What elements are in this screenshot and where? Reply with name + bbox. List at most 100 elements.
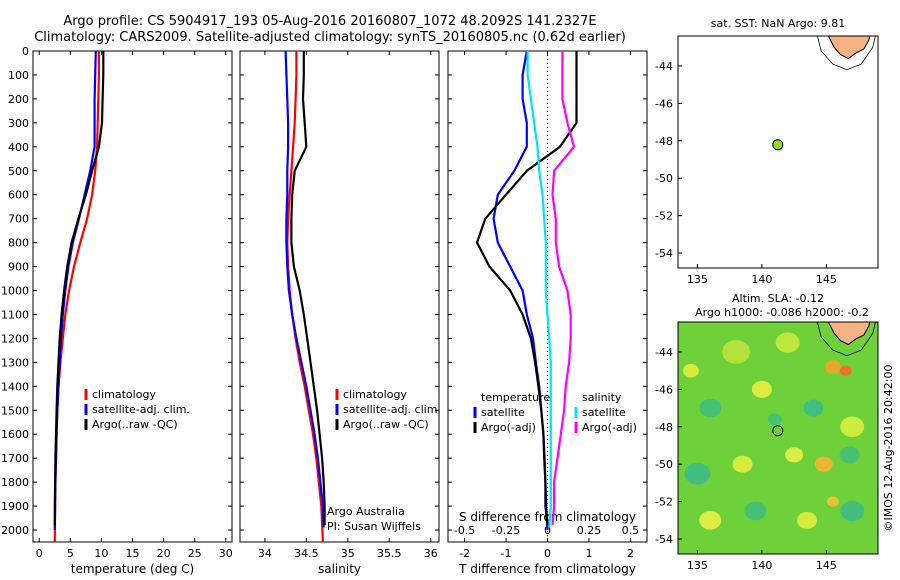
legend-entry: climatology [343,388,407,401]
depth-tick-label: 1900 [1,500,29,513]
plot-frame-differences [447,50,648,543]
x-tick-label: 30 [219,547,233,560]
tasmania-landmass [827,322,871,346]
x-tick-label: 35.5 [377,547,402,560]
lat-tick-label: -44 [655,60,673,73]
legend-entry: climatology [92,388,156,401]
series-line-salinity-satellite [526,51,552,528]
sla-anomaly-patch [732,455,753,473]
map-content [678,322,878,554]
x-tick-label: -1 [501,547,512,560]
sla-anomaly-patch [699,510,722,530]
map-subtitle: Argo h1000: -0.086 h2000: -0.2 [695,306,869,319]
depth-tick-label: 300 [8,117,29,130]
depth-tick-label: 1400 [1,380,29,393]
imos-credit-label: ©IMOS 12-Aug-2016 20:42:00 [882,365,895,532]
sla-anomaly-patch [814,456,833,472]
map-panel-sla_map: -44 -46 -48 -50 -52 -54 135 140 145 Altim. SLA: -… [655,292,895,572]
lat-tick-label: -44 [655,346,673,359]
sla-anomaly-patch [803,399,824,417]
depth-tick-label: 200 [8,93,29,106]
legend-entry: satellite-adj. clim. [92,403,190,416]
depth-tick-label: 900 [8,261,29,274]
sla-anomaly-patch [840,416,865,437]
x-tick-label: -2 [459,547,470,560]
sla-anomaly-patch [785,447,804,463]
annotation-line: PI: Susan Wijffels [327,520,421,533]
legend-entry: satellite [582,406,626,419]
x-tick-label: 34.5 [294,547,319,560]
lon-tick-label: 135 [687,559,708,572]
bathymetry-contour [817,36,876,71]
plot-frame-temperature [32,50,233,543]
top-x-tick-label: 0.25 [577,524,602,537]
legend-entry: Argo(..raw -QC) [343,418,429,431]
depth-tick-label: 700 [8,213,29,226]
map-title-sst_map: sat. SST: NaN Argo: 9.81 [711,17,845,30]
series-line-satellite-adj-clim- [284,50,325,528]
depth-tick-label: 1300 [1,356,29,369]
sst-background [678,36,878,268]
x-tick-label: 36 [424,547,438,560]
top-x-tick-label: -0.25 [492,524,520,537]
x-tick-label: 0 [544,547,551,560]
top-x-tick-label: -0.5 [454,524,475,537]
depth-tick-label: 1600 [1,428,29,441]
lat-tick-label: -48 [655,135,673,148]
x-tick-label: 20 [157,547,171,560]
depth-tick-label: 1200 [1,332,29,345]
sla-anomaly-patch [722,340,751,364]
lon-tick-label: 140 [751,273,772,286]
sla-anomaly-patch [684,462,711,485]
lon-tick-label: 145 [816,273,837,286]
depth-tick-label: 1000 [1,285,29,298]
sla-anomaly-patch [824,360,841,374]
profile-panel-salinity: 34 34.5 35 35.5 36 salinity climatology satelli… [239,50,441,576]
depth-tick-label: 1800 [1,476,29,489]
x-tick-label: 1 [585,547,592,560]
depth-tick-label: 0 [22,45,29,58]
x-axis-label-salinity: salinity [318,562,361,576]
bathymetry-contour [817,322,876,357]
sla-anomaly-patch [840,500,865,522]
depth-tick-label: 800 [8,237,29,250]
map-title-sla_map: Altim. SLA: -0.12 [732,292,824,305]
top-x-tick-label: 0.5 [622,524,640,537]
depth-tick-label: 100 [8,69,29,82]
lat-tick-label: -50 [655,172,673,185]
depth-tick-label: 1700 [1,452,29,465]
profile-panel-differences: -2 -1 0 1 2 T difference from climatology -0.5… [447,50,648,576]
series-line-salinity-argo-adj- [551,51,576,526]
sla-anomaly-patch [767,413,782,426]
lon-tick-label: 140 [751,559,772,572]
lon-tick-label: 135 [687,273,708,286]
lat-tick-label: -48 [655,421,673,434]
lat-tick-label: -46 [655,97,673,110]
sla-anomaly-patch [699,398,722,418]
profile-panel-temperature: 0100200300400500600700800900100011001200… [1,45,233,576]
lon-tick-label: 145 [816,559,837,572]
series-line-argo-raw-qc- [290,51,326,526]
map-panel-sst_map: -44 -46 -48 -50 -52 -54 135 140 145 sat. SST: NaN… [655,17,879,286]
plot-frame-salinity [239,50,440,543]
sla-anomaly-patch [839,365,852,376]
tasmania-landmass [827,36,871,60]
series-line-temperature-argo-adj- [475,51,578,526]
legend-entry: satellite-adj. clim. [343,403,441,416]
figure-title-line-2: Climatology: CARS2009. Satellite-adjuste… [34,30,626,45]
legend-entry: Argo(-adj) [481,421,536,434]
sla-anomaly-patch [797,511,818,529]
map-frame [677,35,879,269]
lat-tick-label: -52 [655,210,673,223]
depth-tick-label: 2000 [1,524,29,537]
x-axis-label-temperature: temperature (deg C) [71,562,194,576]
figure-title-line-1: Argo profile: CS 5904917_193 05-Aug-2016… [63,14,597,29]
legend-entry: Argo(..raw -QC) [92,418,178,431]
x-tick-label: 34 [258,547,272,560]
lat-tick-label: -54 [655,247,673,260]
map-content [678,36,878,268]
depth-tick-label: 400 [8,141,29,154]
x-tick-label: 0 [36,547,43,560]
legend-title-temperature: temperature [481,391,550,404]
x-tick-label: 5 [67,547,74,560]
